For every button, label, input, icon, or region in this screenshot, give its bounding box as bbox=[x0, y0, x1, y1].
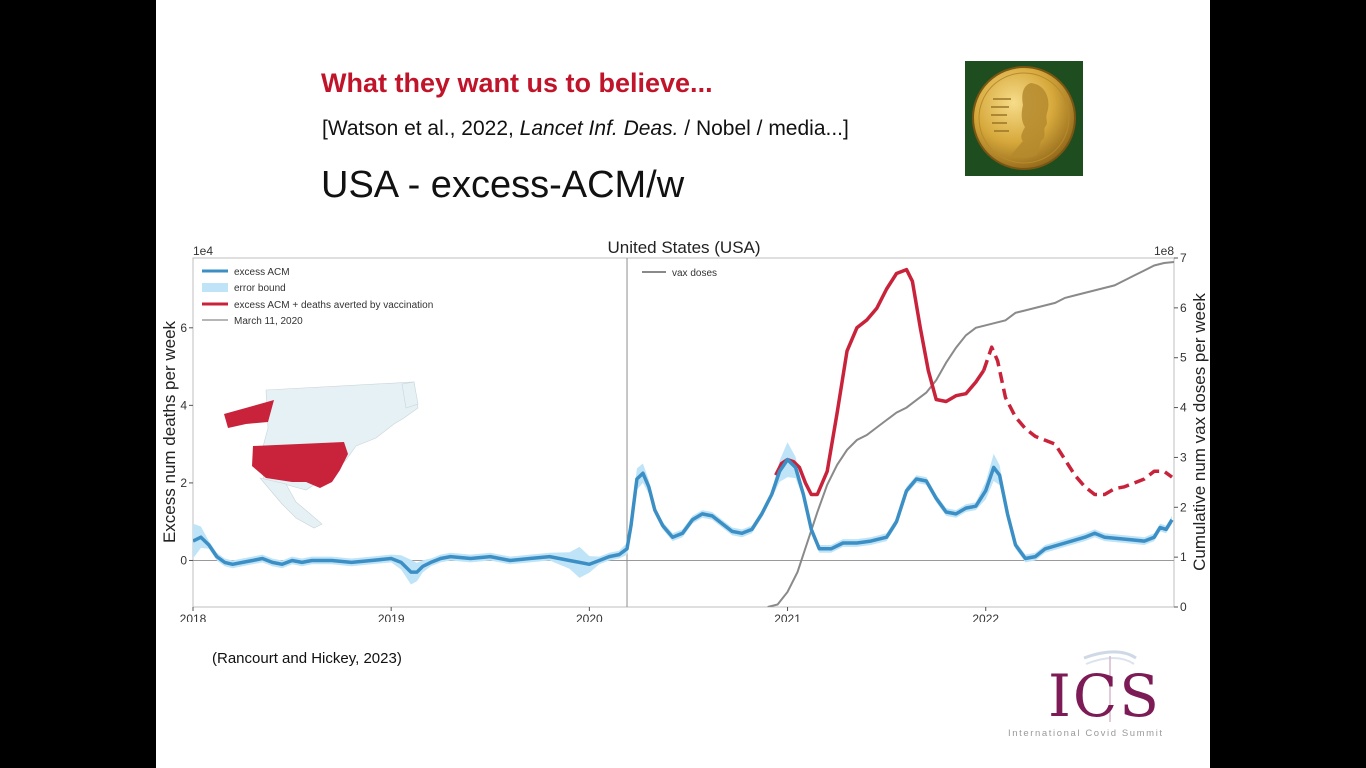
y2-tick-label: 4 bbox=[1180, 401, 1187, 415]
x-tick-label: 2022 bbox=[972, 612, 999, 622]
legend-averted-label: excess ACM + deaths averted by vaccinati… bbox=[234, 300, 433, 311]
y2-tick-label: 1 bbox=[1180, 550, 1187, 564]
averted-solid-line bbox=[774, 267, 986, 497]
vax-doses-line bbox=[767, 261, 1174, 607]
mexico-shape bbox=[259, 477, 323, 529]
chart: United States (USA) 1e4 1e8 Excess num d… bbox=[160, 238, 1209, 622]
legend-error-label: error bound bbox=[234, 283, 286, 294]
legend-right: vax doses bbox=[642, 268, 717, 279]
y2-tick-label: 6 bbox=[1180, 301, 1187, 315]
averted-dashed-line bbox=[982, 345, 1174, 497]
alaska-shape bbox=[224, 400, 274, 428]
chart-title: United States (USA) bbox=[607, 238, 760, 257]
slide: What they want us to believe... [Watson … bbox=[156, 0, 1210, 768]
x-tick-label: 2018 bbox=[180, 612, 207, 622]
y-tick-label: 0 bbox=[180, 553, 187, 567]
y-axis-label: Excess num deaths per week bbox=[160, 320, 179, 543]
x-axis-ticks: 2018 2019 2020 2021 2022 bbox=[180, 607, 999, 622]
y2-scale-label: 1e8 bbox=[1154, 244, 1174, 258]
caduceus-icon bbox=[1083, 650, 1137, 722]
nobel-medal-icon bbox=[965, 61, 1083, 176]
usa-shape bbox=[252, 442, 348, 488]
x-tick-label: 2019 bbox=[378, 612, 405, 622]
ics-logo-text: ICS bbox=[1048, 662, 1162, 730]
legend-vax-label: vax doses bbox=[672, 268, 717, 279]
y2-axis-label: Cumulative num vax doses per week bbox=[1190, 293, 1209, 571]
legend-march-label: March 11, 2020 bbox=[234, 316, 303, 327]
x-tick-label: 2021 bbox=[774, 612, 801, 622]
excess-acm-line bbox=[193, 457, 1174, 574]
north-america-map bbox=[224, 381, 419, 529]
citation-prefix: [Watson et al., 2022, bbox=[322, 117, 520, 140]
x-tick-label: 2020 bbox=[576, 612, 603, 622]
y2-tick-label: 5 bbox=[1180, 351, 1187, 365]
slide-citation: [Watson et al., 2022, Lancet Inf. Deas. … bbox=[322, 117, 849, 141]
legend-swatch-error bbox=[202, 283, 228, 292]
y-tick-label: 6 bbox=[180, 321, 187, 335]
y2-tick-label: 2 bbox=[1180, 500, 1187, 514]
slide-credit: (Rancourt and Hickey, 2023) bbox=[212, 650, 402, 667]
citation-journal: Lancet Inf. Deas. bbox=[519, 117, 679, 140]
y-scale-label: 1e4 bbox=[193, 244, 213, 258]
y2-axis-ticks: 0 1 2 3 4 5 6 7 bbox=[1174, 251, 1187, 614]
y2-tick-label: 0 bbox=[1180, 600, 1187, 614]
citation-suffix: / Nobel / media...] bbox=[678, 117, 849, 140]
legend-excess-label: excess ACM bbox=[234, 267, 290, 278]
ics-logo: ICS International Covid Summit bbox=[1006, 650, 1196, 745]
y-tick-label: 4 bbox=[180, 398, 187, 412]
y2-tick-label: 3 bbox=[1180, 450, 1187, 464]
greenland-shape bbox=[401, 381, 419, 409]
legend-left: excess ACM error bound excess ACM + deat… bbox=[202, 267, 433, 327]
slide-subtitle: USA - excess-ACM/w bbox=[321, 164, 685, 206]
y2-tick-label: 7 bbox=[1180, 251, 1187, 265]
plot-frame bbox=[192, 257, 1175, 608]
y-axis-ticks: 0 2 4 6 bbox=[180, 321, 193, 567]
ics-logo-subtitle: International Covid Summit bbox=[1008, 728, 1164, 739]
y-tick-label: 2 bbox=[180, 476, 187, 490]
slide-headline: What they want us to believe... bbox=[321, 68, 713, 98]
